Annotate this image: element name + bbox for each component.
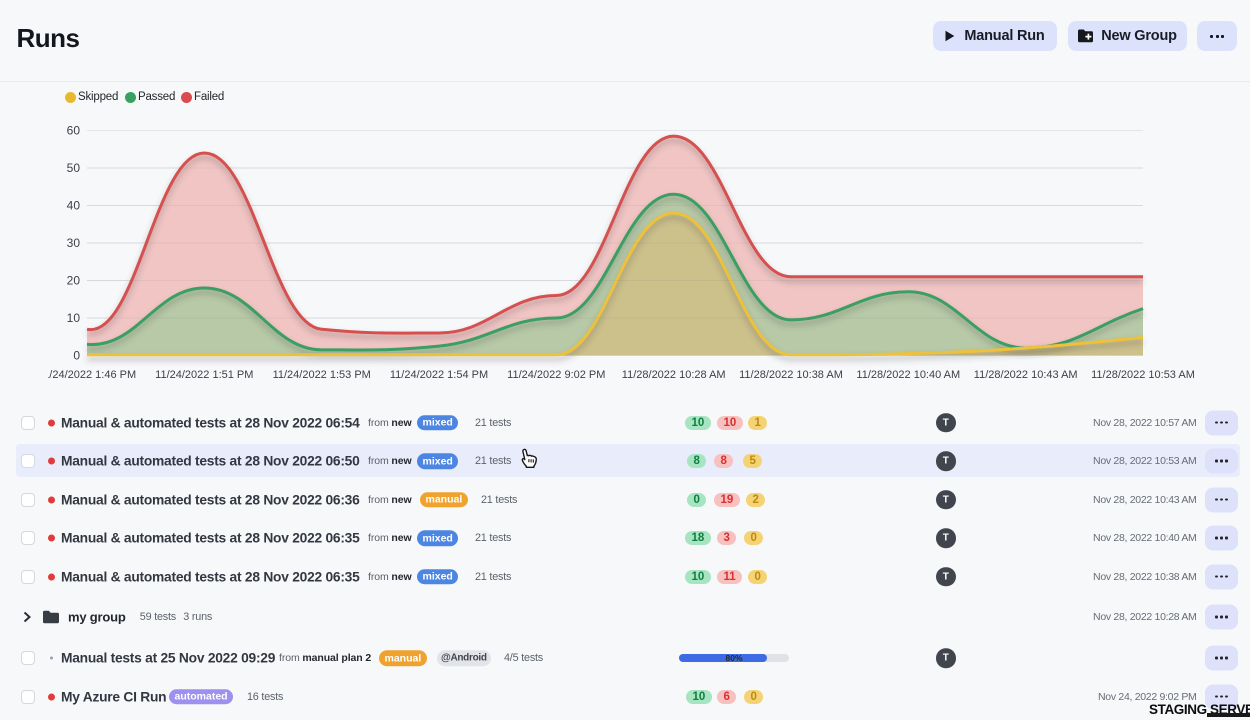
svg-text:11/24/2022 1:54 PM: 11/24/2022 1:54 PM <box>390 369 488 381</box>
svg-text:11/28/2022 10:28 AM: 11/28/2022 10:28 AM <box>622 369 726 381</box>
svg-text:50: 50 <box>67 161 81 175</box>
svg-text:20: 20 <box>67 274 81 288</box>
svg-text:11/28/2022 10:38 AM: 11/28/2022 10:38 AM <box>739 369 843 381</box>
svg-text:11/28/2022 10:40 AM: 11/28/2022 10:40 AM <box>856 369 960 381</box>
svg-text:40: 40 <box>67 199 81 213</box>
svg-text:11/24/2022 1:51 PM: 11/24/2022 1:51 PM <box>155 369 253 381</box>
svg-text:10: 10 <box>67 311 81 325</box>
svg-text:11/24/2022 1:53 PM: 11/24/2022 1:53 PM <box>273 369 371 381</box>
svg-text:0: 0 <box>73 349 80 363</box>
svg-text:11/24/2022 9:02 PM: 11/24/2022 9:02 PM <box>507 369 605 381</box>
svg-text:60: 60 <box>67 124 81 138</box>
svg-text:30: 30 <box>67 236 81 250</box>
svg-text:11/24/2022 1:46 PM: 11/24/2022 1:46 PM <box>38 369 136 381</box>
svg-text:11/28/2022 10:43 AM: 11/28/2022 10:43 AM <box>974 369 1078 381</box>
svg-text:11/28/2022 10:53 AM: 11/28/2022 10:53 AM <box>1091 369 1195 381</box>
